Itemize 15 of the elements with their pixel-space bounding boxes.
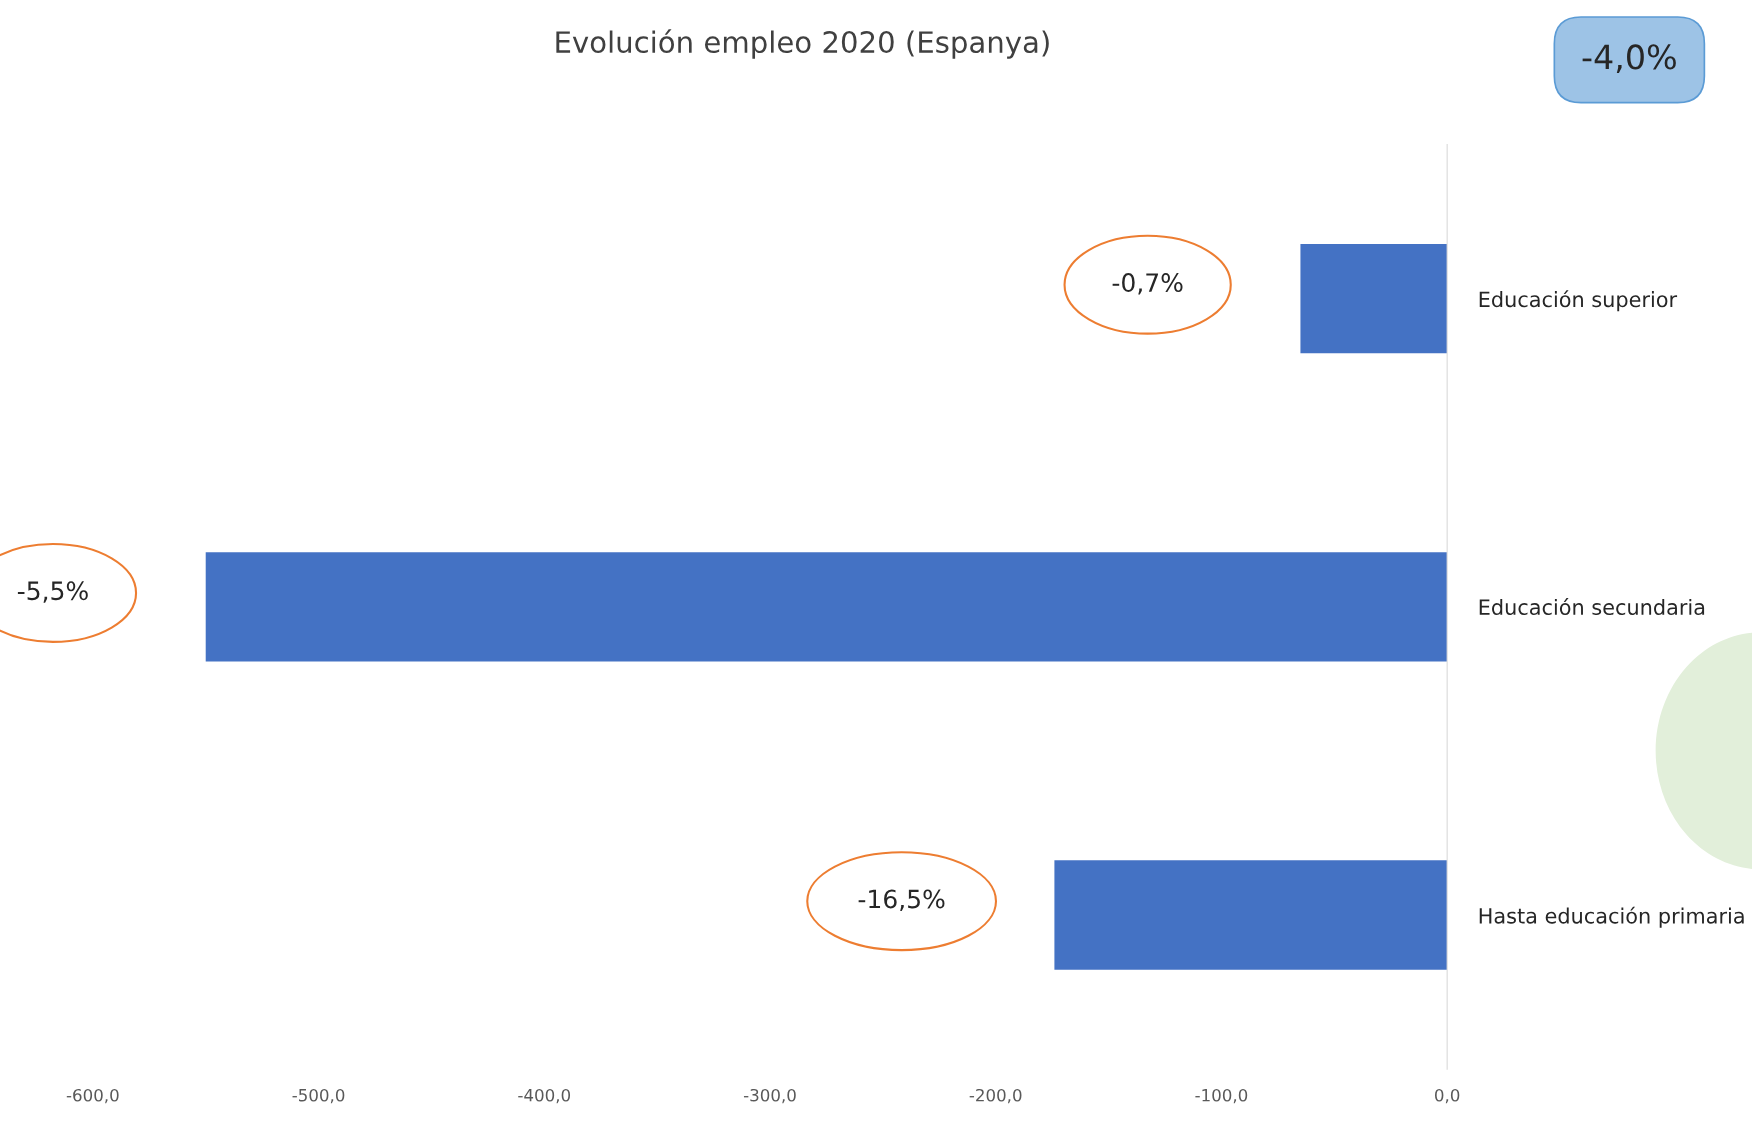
text: -4,0%	[1582, 44, 1676, 73]
y-tick-label: Hasta educación primaria	[1479, 906, 1744, 928]
x-tick-label: -500,0	[292, 1088, 345, 1104]
x-tick-label: -400,0	[518, 1088, 571, 1104]
text: -5,5%	[17, 581, 88, 603]
x-tick-label: 0,0	[1435, 1088, 1460, 1104]
x-tick-label: -200,0	[969, 1088, 1022, 1104]
x-tick-label: -100,0	[1195, 1088, 1248, 1104]
x-tick-label: -300,0	[743, 1088, 796, 1104]
y-tick-label: Educación superior	[1479, 290, 1678, 312]
x-tick-label: -600,0	[66, 1088, 119, 1104]
y-tick-label: Educación secundaria	[1479, 598, 1705, 616]
annotation: -16,5%	[858, 889, 945, 911]
annotation: -0,7%	[1112, 273, 1183, 295]
chart-title: Evolución empleo 2020 (Espanya)	[556, 29, 1049, 59]
